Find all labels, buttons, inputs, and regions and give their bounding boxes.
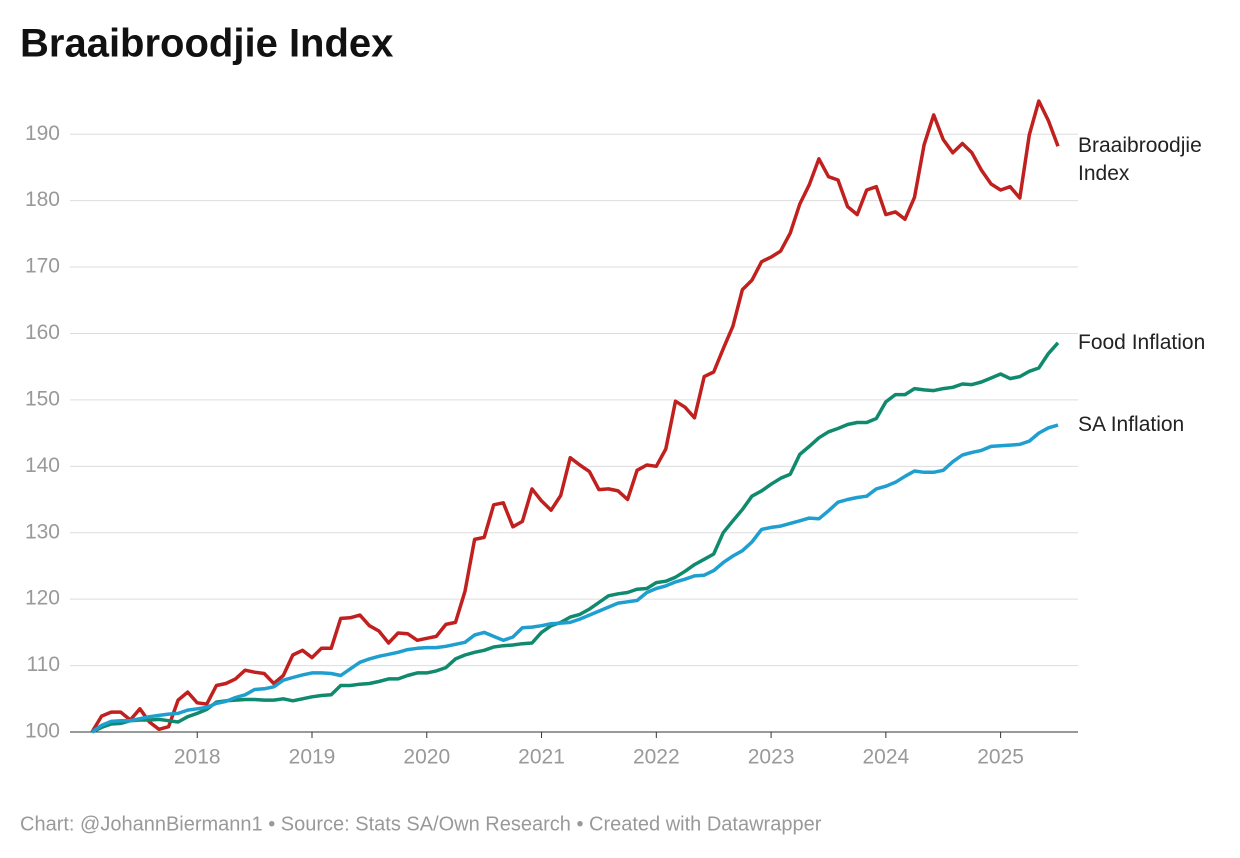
source-note: Chart: @JohannBiermann1 • Source: Stats … [20,813,822,835]
series-label: SA Inflation [1078,413,1185,437]
x-tick-label: 2022 [633,746,680,769]
y-tick-label: 150 [25,387,60,410]
y-tick-label: 160 [25,321,60,344]
y-tick-label: 100 [25,720,60,743]
series-label: Food Inflation [1078,330,1206,354]
y-tick-label: 120 [25,587,60,610]
x-tick-label: 2024 [862,746,909,769]
series-line [90,99,1060,733]
y-tick-label: 110 [27,653,60,676]
x-tick-label: 2025 [977,746,1024,769]
series-line [91,341,1060,734]
series-label: Braaibroodjie Index [1078,134,1202,186]
x-tick-label: 2019 [289,746,336,769]
y-tick-label: 190 [25,122,60,145]
y-tick-label: 140 [25,454,60,477]
y-tick-label: 170 [25,255,60,278]
y-tick-label: 130 [25,520,60,543]
chart-title: Braaibroodjie Index [20,22,393,66]
y-tick-label: 180 [25,188,60,211]
x-tick-label: 2018 [174,746,221,769]
series-line [91,423,1059,734]
x-tick-label: 2020 [403,746,450,769]
x-tick-label: 2021 [518,746,565,769]
x-tick-label: 2023 [748,746,795,769]
